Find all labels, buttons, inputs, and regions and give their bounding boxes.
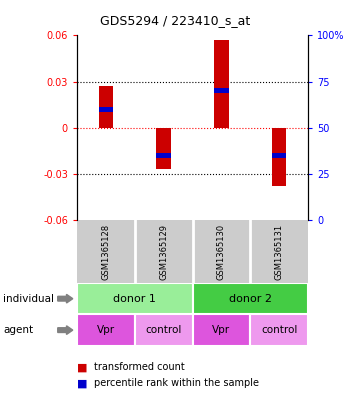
Text: agent: agent (4, 325, 34, 335)
Bar (272, 153, 286, 158)
Bar (99, 107, 113, 112)
Bar (99, 86, 113, 128)
Text: individual: individual (4, 294, 55, 304)
Bar (250, 314, 308, 346)
Bar (156, 128, 171, 169)
Text: GSM1365129: GSM1365129 (159, 224, 168, 279)
Text: control: control (261, 325, 297, 335)
Text: GSM1365128: GSM1365128 (102, 224, 110, 279)
Bar (156, 153, 171, 158)
Text: GDS5294 / 223410_s_at: GDS5294 / 223410_s_at (100, 14, 250, 27)
Text: ■: ■ (77, 362, 88, 373)
Text: donor 2: donor 2 (229, 294, 272, 304)
Text: control: control (146, 325, 182, 335)
Bar (272, 128, 286, 186)
Text: Vpr: Vpr (212, 325, 230, 335)
Bar (77, 314, 135, 346)
Text: ■: ■ (77, 378, 88, 388)
Bar (214, 88, 229, 93)
Text: GSM1365130: GSM1365130 (217, 224, 226, 279)
Text: Vpr: Vpr (97, 325, 115, 335)
Text: transformed count: transformed count (94, 362, 185, 373)
Bar (193, 314, 250, 346)
Text: percentile rank within the sample: percentile rank within the sample (94, 378, 259, 388)
Text: GSM1365131: GSM1365131 (275, 224, 284, 279)
Bar (77, 283, 193, 314)
Text: donor 1: donor 1 (113, 294, 156, 304)
Bar (135, 314, 192, 346)
Bar (214, 40, 229, 128)
Bar (193, 283, 308, 314)
